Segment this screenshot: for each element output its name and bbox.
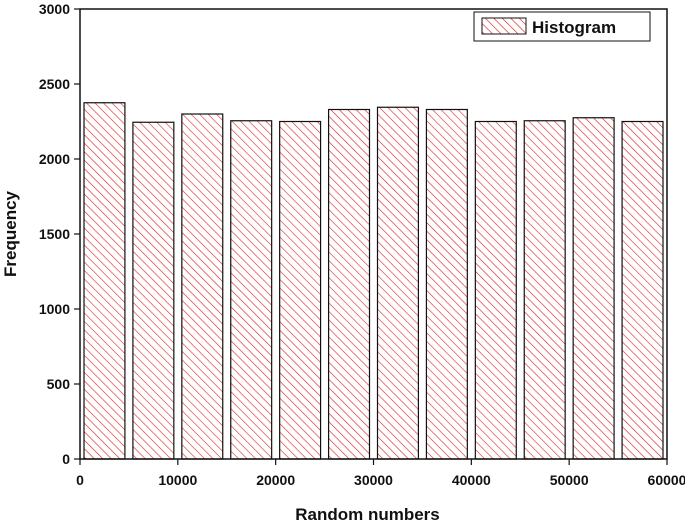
x-tick-label: 60000 [648, 472, 685, 488]
x-tick-label: 20000 [256, 472, 295, 488]
y-axis-title: Frequency [1, 190, 20, 277]
histogram-bar-6 [327, 108, 371, 460]
histogram-bar-10 [523, 120, 566, 460]
y-tick-label: 2500 [39, 76, 70, 92]
histogram-bar-5 [279, 120, 322, 460]
y-tick-label: 3000 [39, 1, 70, 17]
legend-label: Histogram [532, 18, 616, 37]
y-tick-label: 2000 [39, 151, 70, 167]
y-tick-label: 0 [62, 451, 70, 467]
x-tick-label: 10000 [158, 472, 197, 488]
x-tick-label: 50000 [550, 472, 589, 488]
histogram-bar-7 [376, 106, 420, 460]
x-tick-label: 30000 [354, 472, 393, 488]
histogram-bar-12 [621, 120, 664, 460]
histogram-bar-8 [425, 108, 468, 460]
legend-swatch [481, 17, 527, 35]
x-tick-label: 0 [76, 472, 84, 488]
y-tick-label: 1500 [39, 226, 70, 242]
histogram-bar-2 [132, 121, 175, 460]
histogram-bar-11 [572, 117, 615, 460]
y-tick-label: 500 [47, 376, 71, 392]
histogram-bar-1 [83, 102, 126, 460]
histogram-bar-9 [474, 120, 517, 460]
histogram-bar-4 [230, 120, 273, 460]
histogram-bar-3 [181, 113, 224, 460]
x-axis-title: Random numbers [295, 505, 440, 524]
ticks-layer: 0 10000 20000 30000 40000 50000 60000 0 500 1000 1… [39, 1, 685, 488]
bars-layer [83, 102, 664, 460]
legend: Histogram [473, 11, 651, 42]
x-tick-label: 40000 [452, 472, 491, 488]
y-tick-label: 1000 [39, 301, 70, 317]
